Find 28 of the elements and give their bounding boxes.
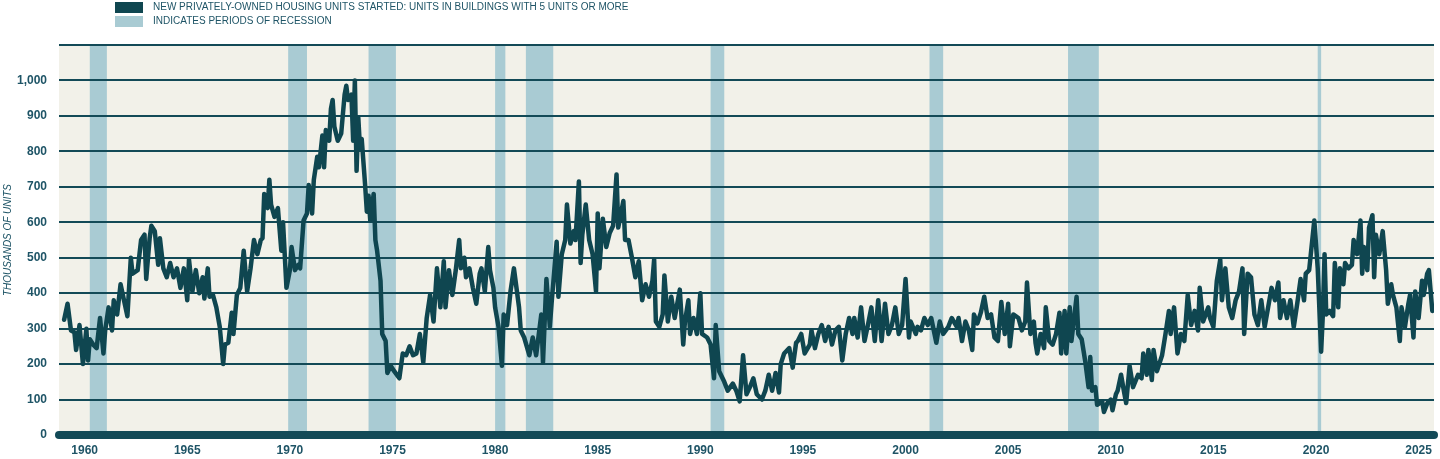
x-tick-label: 1970 — [276, 442, 304, 457]
x-tick-label: 2015 — [1200, 442, 1228, 457]
x-tick-label: 1985 — [584, 442, 612, 457]
x-tick-label: 1995 — [789, 442, 817, 457]
x-tick-label: 1975 — [379, 442, 407, 457]
legend-label: NEW PRIVATELY-OWNED HOUSING UNITS STARTED: UNITS IN BUILDINGS WITH 5 UNITS OR MORE — [153, 1, 629, 13]
y-tick-label: 700 — [26, 179, 48, 194]
y-tick-label: 200 — [26, 356, 48, 371]
x-tick-label: 2005 — [994, 442, 1022, 457]
y-axis-title: THOUSANDS OF UNITS — [1, 183, 13, 297]
x-tick-label: 1980 — [481, 442, 509, 457]
x-tick-label: 1960 — [71, 442, 99, 457]
x-tick-label: 1965 — [173, 442, 201, 457]
x-tick-label: 2000 — [892, 442, 920, 457]
y-tick-label: 400 — [26, 285, 48, 300]
x-tick-label: 2020 — [1302, 442, 1330, 457]
x-tick-label: 2010 — [1097, 442, 1125, 457]
y-tick-label: 600 — [26, 214, 48, 229]
y-tick-label: 0 — [40, 427, 48, 442]
y-tick-label: 100 — [26, 391, 48, 406]
y-tick-label: 500 — [26, 250, 48, 265]
y-tick-label: 300 — [26, 320, 48, 335]
y-tick-label: 1,000 — [16, 72, 48, 87]
y-tick-label: 900 — [26, 108, 48, 123]
x-tick-label: 2025 — [1405, 442, 1433, 457]
x-tick-label: 1990 — [686, 442, 714, 457]
legend-label: INDICATES PERIODS OF RECESSION — [153, 15, 332, 27]
y-tick-label: 800 — [26, 143, 48, 158]
